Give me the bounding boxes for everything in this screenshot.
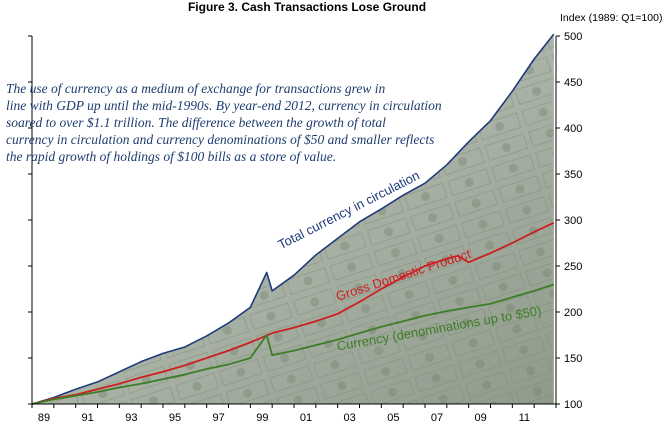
x-tick-label: 01 <box>300 412 312 422</box>
y-tick-label: 250 <box>564 261 582 273</box>
x-tick-label: 95 <box>169 412 181 422</box>
x-tick-label: 89 <box>38 412 50 422</box>
x-tick-label: 03 <box>344 412 356 422</box>
annotation-line: currency in circulation and currency den… <box>6 132 434 147</box>
y-tick-label: 350 <box>564 169 582 181</box>
x-tick-label: 05 <box>387 412 399 422</box>
x-tick-label: 97 <box>213 412 225 422</box>
x-tick-label: 99 <box>256 412 268 422</box>
series-lines <box>31 33 555 405</box>
y-tick-label: 300 <box>564 215 582 227</box>
x-tick-label: 09 <box>475 412 487 422</box>
y-tick-label: 100 <box>564 399 582 411</box>
chart-title: Figure 3. Cash Transactions Lose Ground <box>188 0 426 14</box>
x-tick-label: 07 <box>431 412 443 422</box>
annotation-line: soared to over $1.1 trillion. The differ… <box>6 115 386 130</box>
y-tick-label: 150 <box>564 353 582 365</box>
y-tick-label: 400 <box>564 123 582 135</box>
annotation-text: The use of currency as a medium of excha… <box>6 81 442 164</box>
annotation-line: The use of currency as a medium of excha… <box>6 81 385 96</box>
y-tick-label: 200 <box>564 307 582 319</box>
y-tick-label: 500 <box>564 31 582 43</box>
y-axis-ticks: 100 150 200 250 300 350 400 450 500 <box>28 31 582 411</box>
area-texture <box>32 36 554 404</box>
gdp-line <box>31 221 555 405</box>
annotation-line: line with GDP up until the mid-1990s. By… <box>6 98 442 113</box>
annotation-line: the rapid growth of holdings of $100 bil… <box>6 149 336 164</box>
x-tick-label: 93 <box>125 412 137 422</box>
total-currency-line <box>31 33 555 405</box>
small-currency-line <box>31 283 555 405</box>
x-axis-ticks: 89 91 93 95 97 99 01 03 05 07 09 11 <box>31 404 557 422</box>
x-tick-label: 11 <box>519 412 530 422</box>
currency-background-area <box>32 36 554 404</box>
y-axis-label: Index (1989: Q1=100) <box>560 12 662 24</box>
x-tick-label: 91 <box>82 412 94 422</box>
y-tick-label: 450 <box>564 77 582 89</box>
